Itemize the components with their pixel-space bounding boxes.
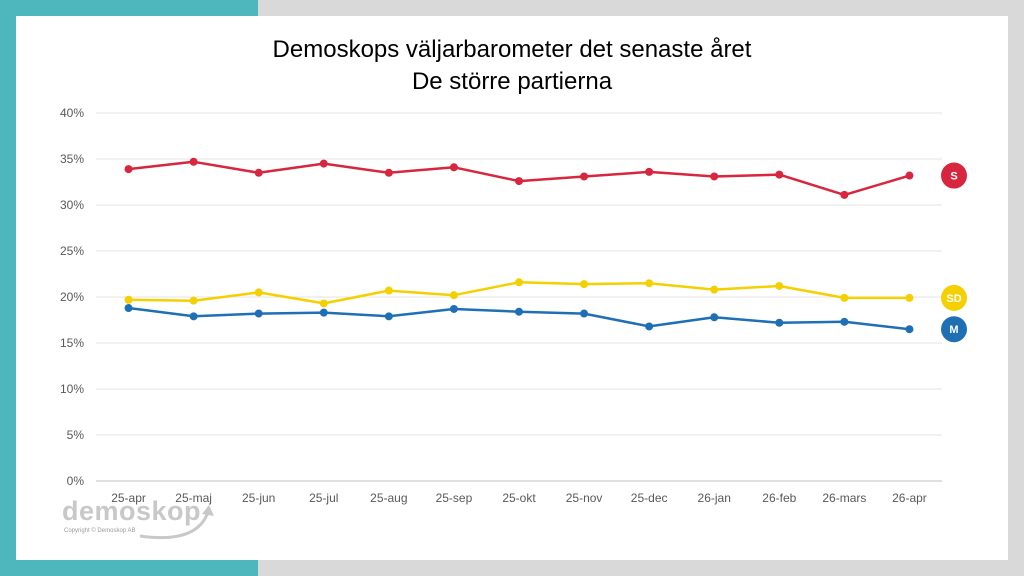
y-tick-label: 35%: [60, 152, 84, 166]
frame-bottom-left: [0, 560, 258, 576]
x-tick-label: 25-jun: [242, 491, 275, 505]
y-tick-label: 20%: [60, 290, 84, 304]
data-point-s: [124, 165, 133, 174]
data-point-s: [319, 159, 328, 168]
data-point-sd: [515, 278, 523, 287]
x-tick-label: 25-sep: [436, 491, 473, 505]
data-point-sd: [124, 295, 133, 304]
demoskop-logo: demoskop Copyright © Demoskop AB: [62, 496, 222, 544]
frame-bottom-right: [258, 560, 1024, 576]
x-tick-label: 25-apr: [111, 491, 146, 505]
x-tick-label: 25-aug: [370, 491, 407, 505]
data-point-s: [449, 163, 458, 172]
series-badge-label-s: S: [950, 171, 957, 183]
data-point-sd: [905, 293, 914, 302]
x-tick-label: 26-mars: [822, 491, 866, 505]
data-point-s: [645, 167, 654, 176]
series-badge-m: [941, 316, 967, 343]
data-point-sd: [840, 293, 849, 302]
x-tick-label: 25-okt: [502, 491, 536, 505]
series-badge-label-sd: SD: [946, 293, 961, 305]
series-badge-s: [941, 162, 967, 189]
data-point-s: [905, 171, 914, 180]
y-tick-label: 15%: [60, 336, 84, 350]
data-point-sd: [384, 286, 393, 295]
y-tick-label: 30%: [60, 198, 84, 212]
data-point-s: [580, 172, 589, 181]
frame-left: [0, 0, 16, 576]
data-point-m: [710, 313, 719, 322]
x-tick-label: 25-jul: [309, 491, 338, 505]
data-point-s: [515, 177, 523, 186]
data-point-m: [840, 317, 849, 326]
data-point-m: [905, 325, 914, 334]
x-tick-label: 25-dec: [631, 491, 668, 505]
data-point-m: [645, 322, 654, 331]
logo-copyright: Copyright © Demoskop AB: [64, 528, 136, 534]
data-point-s: [189, 157, 198, 166]
x-tick-label: 26-apr: [892, 491, 927, 505]
data-point-sd: [254, 288, 263, 297]
series-badge-label-m: M: [949, 324, 958, 336]
y-tick-label: 25%: [60, 244, 84, 258]
y-tick-label: 40%: [60, 106, 84, 120]
x-tick-label: 25-maj: [175, 491, 212, 505]
chart-title: Demoskops väljarbarometer det senaste år…: [272, 36, 752, 63]
data-point-m: [449, 304, 458, 313]
y-tick-label: 5%: [67, 428, 85, 442]
y-tick-label: 0%: [67, 474, 85, 488]
data-point-s: [710, 172, 719, 181]
data-point-sd: [710, 285, 719, 294]
logo-arrow-icon: [139, 505, 214, 540]
data-point-sd: [645, 279, 654, 288]
data-point-s: [775, 170, 784, 179]
data-point-m: [124, 304, 133, 313]
frame-top-right: [258, 0, 1024, 16]
data-point-m: [254, 309, 263, 318]
data-point-sd: [775, 281, 784, 290]
series-badge-sd: [941, 284, 967, 311]
data-point-m: [189, 312, 198, 321]
data-point-m: [775, 318, 784, 327]
data-point-m: [384, 312, 393, 321]
x-tick-label: 26-jan: [698, 491, 731, 505]
data-point-m: [580, 309, 589, 318]
chart-subtitle: De större partierna: [411, 68, 613, 95]
data-point-sd: [319, 299, 328, 308]
data-point-sd: [189, 296, 198, 305]
data-point-sd: [580, 280, 589, 289]
frame-right: [1008, 0, 1024, 576]
frame-top-left: [0, 0, 258, 16]
data-point-s: [384, 168, 393, 177]
x-tick-label: 25-nov: [566, 491, 603, 505]
x-tick-label: 26-feb: [762, 491, 796, 505]
data-point-m: [515, 307, 523, 316]
y-tick-label: 10%: [60, 382, 84, 396]
logo-wordmark: demoskop: [62, 496, 202, 526]
data-point-s: [840, 190, 849, 199]
data-point-m: [319, 308, 328, 317]
data-point-s: [254, 168, 263, 177]
data-point-sd: [449, 291, 458, 300]
